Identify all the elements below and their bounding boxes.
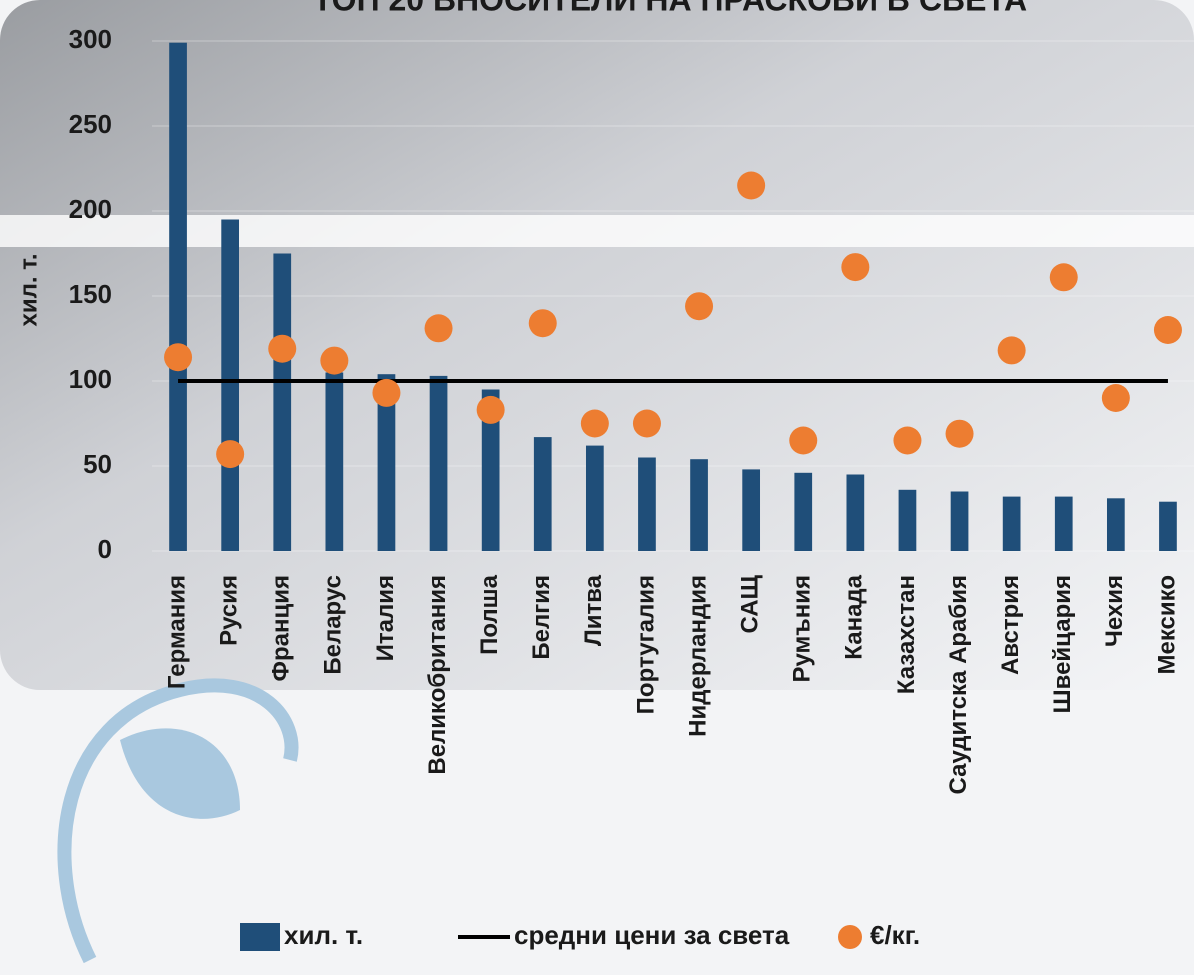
y-axis-label: хил. т. [15, 254, 42, 327]
x-tick-label: Русия [215, 575, 242, 646]
x-tick-label: Франция [268, 575, 295, 682]
dot [164, 343, 193, 372]
dot [737, 171, 766, 200]
dot [1153, 316, 1182, 344]
y-tick-label: 250 [69, 109, 112, 139]
x-tick-label: Белгия [528, 575, 555, 660]
dot [320, 346, 349, 375]
x-tick-label: Германия [163, 575, 190, 689]
x-tick-label: Чехия [1101, 575, 1128, 647]
photo-backdrop [0, 0, 1194, 690]
bar [846, 474, 865, 551]
y-tick-label: 200 [69, 194, 112, 224]
bar [794, 472, 813, 551]
x-tick-label: Португалия [632, 575, 659, 714]
x-tick-label: Беларус [320, 575, 347, 675]
x-tick-label: Саудитска Арабия [945, 575, 972, 794]
dot [216, 440, 245, 469]
logo-leaf [120, 728, 240, 819]
x-tick-label: Италия [372, 575, 399, 661]
bar [1159, 501, 1177, 551]
y-tick-label: 150 [69, 279, 112, 309]
bar [1002, 496, 1021, 551]
dot [1101, 384, 1130, 412]
dot [632, 409, 661, 438]
dot [580, 409, 609, 438]
y-tick-label: 300 [69, 24, 112, 54]
x-tick-label: Канада [841, 574, 868, 659]
dot [685, 292, 714, 321]
dot [268, 334, 297, 363]
dot [945, 419, 974, 448]
dot [841, 253, 870, 282]
bar [1054, 496, 1073, 551]
dot [997, 336, 1026, 365]
chart-title: ТОП 20 ВНОСИТЕЛИ НА ПРАСКОВИ В СВЕТА [313, 0, 1027, 17]
dot [476, 395, 505, 424]
x-tick-label: САЩ [736, 574, 763, 633]
bar [481, 389, 500, 551]
legend-label: €/кг. [870, 920, 920, 950]
bar [898, 489, 917, 551]
bar [377, 374, 396, 551]
x-tick-label: Австрия [997, 575, 1024, 675]
dot [893, 426, 922, 455]
x-tick-label: Великобритания [424, 575, 451, 775]
legend-label: хил. т. [284, 920, 363, 950]
bar [429, 375, 448, 551]
x-tick-label: Полша [476, 574, 503, 655]
bar [690, 459, 708, 551]
dot [372, 378, 401, 407]
dot [528, 309, 557, 338]
bar [533, 437, 552, 551]
bar [742, 469, 761, 551]
legend-swatch [838, 925, 862, 949]
bar [273, 253, 292, 551]
legend-swatch [240, 923, 280, 951]
bar [325, 372, 344, 551]
x-tick-label: Румъния [789, 575, 816, 683]
x-tick-label: Нидерландия [684, 575, 711, 737]
x-tick-label: Швейцария [1049, 575, 1076, 713]
legend-label: средни цени за света [514, 920, 790, 950]
y-tick-label: 50 [83, 449, 112, 479]
dot [789, 426, 818, 455]
x-tick-label: Мексико [1153, 575, 1180, 675]
y-tick-label: 100 [69, 364, 112, 394]
bar [950, 491, 969, 551]
x-tick-label: Литва [580, 574, 607, 646]
bar [585, 445, 604, 551]
bar [1106, 498, 1125, 551]
dot [1049, 263, 1078, 292]
bar [638, 457, 656, 551]
x-tick-label: Казахстан [893, 575, 920, 694]
dot [424, 314, 453, 343]
bar [169, 42, 187, 551]
bar [221, 219, 240, 551]
photo-band [0, 215, 1194, 247]
logo-ring [57, 678, 299, 964]
y-tick-label: 0 [98, 534, 112, 564]
